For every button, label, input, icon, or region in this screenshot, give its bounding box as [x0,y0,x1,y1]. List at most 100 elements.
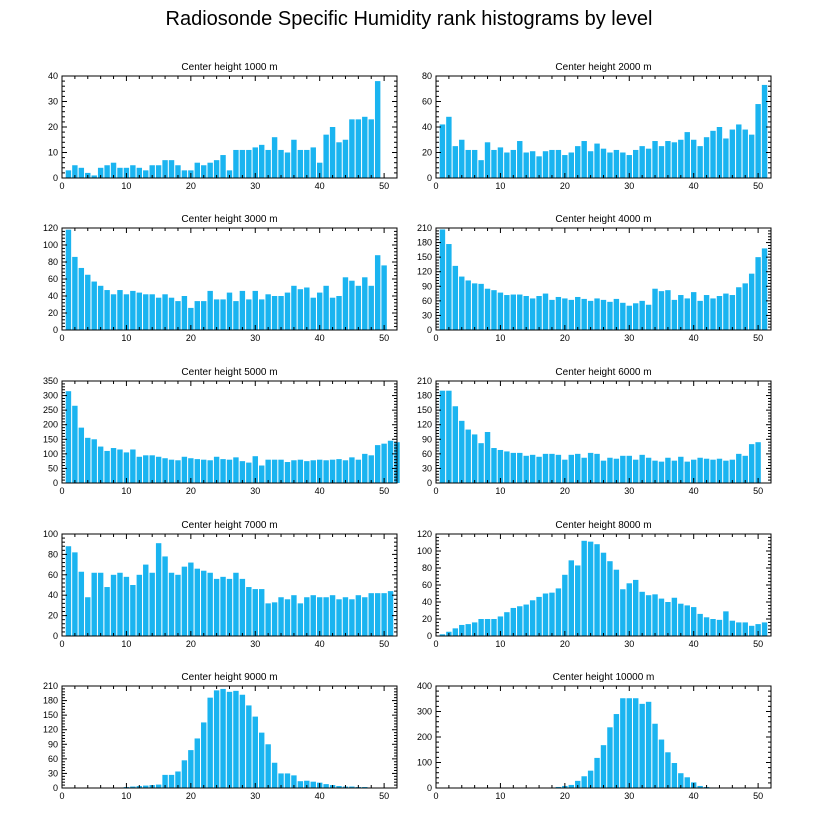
bar [310,297,316,330]
bar [304,461,310,483]
bar [207,572,213,636]
bar [703,137,710,178]
bar [72,165,78,178]
bar [555,786,562,788]
bar [626,305,632,330]
bar [72,405,78,483]
bar [252,456,258,483]
bar [349,786,355,788]
bar [155,543,162,636]
bar [620,302,626,330]
bar [755,624,761,636]
bar [97,572,104,636]
y-tick-label: 40 [422,122,432,132]
bar [168,774,175,788]
bar [710,459,716,483]
bar [78,571,85,636]
bar [278,459,284,483]
bar [742,622,748,636]
bar [510,294,517,330]
y-tick-label: 300 [417,707,432,717]
bar [665,290,671,330]
bar [149,165,155,178]
y-tick-label: 210 [43,681,58,691]
bar [336,459,342,483]
bar [284,152,291,178]
bar [323,285,329,330]
bar [703,295,710,330]
x-tick-label: 0 [59,486,64,496]
bar [742,283,748,330]
bar [478,160,484,178]
bar [684,132,690,178]
bar [194,162,200,178]
bar [374,81,381,178]
bar [742,455,748,483]
bar [181,296,188,330]
bar [723,460,729,483]
bar [117,449,123,483]
bar [252,716,258,788]
panel-title: Center height 9000 m [181,672,277,683]
bar [452,628,459,636]
bar [587,770,594,788]
bar [690,292,697,330]
bar [175,771,181,788]
bar [452,406,459,483]
x-tick-label: 20 [560,333,570,343]
bar [497,147,504,178]
panel-title: Center height 1000 m [181,62,277,73]
bar [562,155,568,178]
bar [613,458,620,483]
bar [349,119,355,178]
bar [201,301,207,330]
bar [484,619,491,636]
bar [748,625,755,636]
y-tick-label: 40 [48,291,58,301]
bar [65,391,72,483]
bar [201,165,207,178]
x-tick-label: 0 [433,791,438,801]
bar [355,595,362,636]
panel-title: Center height 10000 m [553,672,655,683]
bar [517,294,523,330]
bar [175,301,181,330]
bar [491,619,497,636]
bar [259,144,265,178]
bar [459,624,465,636]
panel-3: Center height 3000 m 0 10 20 30 40 50 0 20 40 60 80… [43,214,398,343]
bar [91,439,97,483]
y-tick-label: 300 [43,391,58,401]
x-tick-label: 40 [689,639,699,649]
bar [523,455,529,483]
x-tick-label: 20 [560,639,570,649]
y-tick-label: 150 [43,434,58,444]
bar [78,167,85,178]
panel-title: Center height 4000 m [555,214,651,225]
bar [697,300,703,330]
bar [136,167,143,178]
bar [136,456,143,483]
bar [491,448,497,483]
y-tick-label: 90 [422,434,432,444]
x-tick-label: 0 [59,181,64,191]
bar [542,151,549,178]
bar [607,301,613,330]
y-tick-label: 20 [422,148,432,158]
bar [117,290,123,330]
bar [78,427,85,483]
y-tick-label: 0 [53,783,58,793]
x-tick-label: 20 [560,791,570,801]
bar [587,300,594,330]
bar [639,146,645,178]
bar [568,784,574,788]
x-tick-label: 30 [624,791,634,801]
bar [149,455,155,483]
y-tick-label: 400 [417,681,432,691]
bar [568,152,574,178]
bar [284,292,291,330]
bar [729,459,736,483]
x-tick-label: 50 [379,333,389,343]
x-tick-label: 10 [495,181,505,191]
x-tick-label: 40 [315,486,325,496]
